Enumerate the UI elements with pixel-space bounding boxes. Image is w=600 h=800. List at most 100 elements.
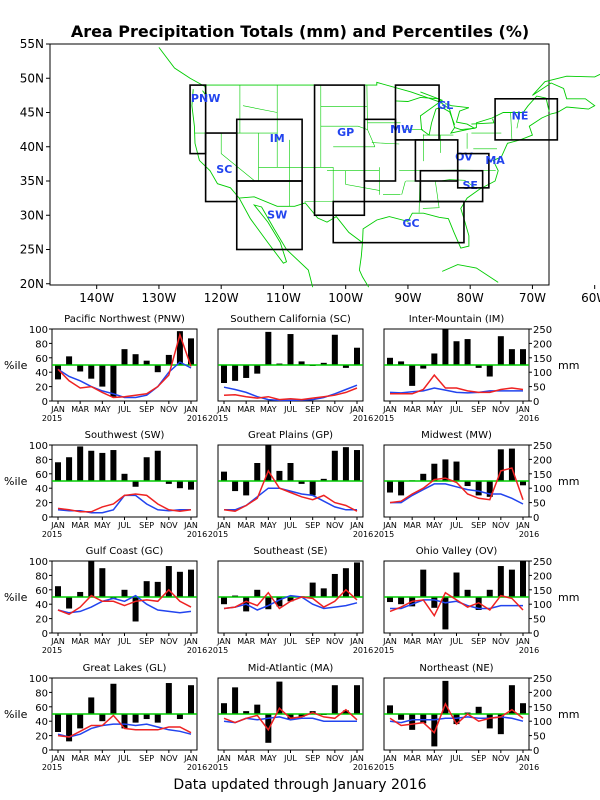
month-tick-label: MAY <box>426 637 443 646</box>
month-tick-label: SEP <box>471 754 486 763</box>
percentile-bar <box>254 365 261 374</box>
coastline <box>445 103 476 131</box>
month-tick-label: MAR <box>71 521 89 530</box>
percentile-bar <box>143 360 150 365</box>
chart-title: Great Lakes (GL) <box>83 663 167 674</box>
lat-tick-label: 35N <box>20 174 44 188</box>
percentile-bar <box>453 572 460 597</box>
percentile-bar <box>165 683 172 714</box>
percentile-bar <box>77 365 84 372</box>
percentile-bar <box>331 450 338 481</box>
percentile-bar <box>287 597 294 602</box>
percentile-bar <box>508 349 515 365</box>
month-tick-label: MAR <box>237 405 255 414</box>
mm-tick-label: 100 <box>533 368 552 379</box>
pct-tick-label: 0 <box>42 746 48 757</box>
percentile-bar <box>309 582 316 597</box>
state-boundary <box>422 180 440 209</box>
month-tick-label: JAN <box>382 754 397 763</box>
percentile-bar <box>154 365 161 373</box>
percentile-bar <box>320 362 327 365</box>
lon-tick-label: 70W <box>519 291 546 305</box>
percentile-bar <box>276 681 283 714</box>
month-tick-label: SEP <box>471 637 486 646</box>
percentile-bar <box>265 331 272 365</box>
year-start-label: 2015 <box>208 646 228 655</box>
map-frame <box>49 43 550 286</box>
month-tick-label: MAY <box>94 521 111 530</box>
percentile-bar <box>442 459 449 481</box>
pct-tick-label: 20 <box>35 615 48 626</box>
month-tick-label: MAR <box>237 637 255 646</box>
region-label-sc: SC <box>216 163 232 176</box>
percentile-bar <box>298 714 305 717</box>
percentile-bar <box>66 714 73 742</box>
percentile-bar <box>88 697 95 714</box>
mm-tick-label: 0 <box>533 397 539 408</box>
chart-title: Northeast (NE) <box>419 663 493 674</box>
month-tick-label: JUL <box>283 754 297 763</box>
year-end-label: 2016 <box>519 414 539 423</box>
month-tick-label: MAY <box>426 405 443 414</box>
pct-tick-label: 40 <box>35 600 48 611</box>
chart-great-plains-gp: Great Plains (GP)JAN MAR MAY JUL SEP NOV JAN20… <box>208 430 373 539</box>
year-start-label: 2015 <box>374 414 394 423</box>
year-end-label: 2016 <box>187 530 207 539</box>
percentile-bar <box>254 704 261 714</box>
mm-axis-label: mm <box>558 359 579 372</box>
pct-axis-label: %ile <box>4 359 28 372</box>
month-tick-label: SEP <box>139 754 154 763</box>
chart-title: Gulf Coast (GC) <box>86 546 164 557</box>
month-tick-label: SEP <box>305 754 320 763</box>
month-tick-label: JUL <box>449 521 463 530</box>
percentile-bar <box>464 339 471 365</box>
region-label-se: SE <box>462 179 477 192</box>
percentile-bar <box>265 597 272 610</box>
chart-title: Ohio Valley (OV) <box>416 546 498 557</box>
percentile-bar <box>265 445 272 481</box>
percentile-bar <box>331 685 338 714</box>
percentile-bar <box>110 683 117 714</box>
percentile-bar <box>475 365 482 368</box>
percentile-bar <box>243 711 250 714</box>
percentile-bar <box>453 461 460 481</box>
mm-tick-label: 150 <box>533 354 552 365</box>
percentile-bar <box>165 354 172 365</box>
lon-tick-label: 110W <box>266 291 301 305</box>
month-tick-label: JAN <box>382 405 397 414</box>
percentile-bar <box>232 481 239 492</box>
percentile-bar <box>342 447 349 481</box>
percentile-bar <box>154 581 161 597</box>
lat-tick-label: 20N <box>20 277 44 291</box>
percentile-bar <box>354 347 360 365</box>
month-tick-label: JAN <box>515 754 530 763</box>
pct-tick-label: 20 <box>35 499 48 510</box>
month-tick-label: JUL <box>283 521 297 530</box>
normal-precip-line <box>223 384 358 402</box>
region-box-gc <box>332 200 465 244</box>
chart-title: Mid-Atlantic (MA) <box>248 663 334 674</box>
year-end-label: 2016 <box>353 646 373 655</box>
lon-tick-label: 90W <box>394 291 421 305</box>
pct-tick-label: 60 <box>35 586 48 597</box>
mm-tick-label: 100 <box>533 600 552 611</box>
percentile-bar <box>309 481 316 496</box>
pct-axis-label: %ile <box>4 475 28 488</box>
pct-tick-label: 20 <box>35 732 48 743</box>
lat-tick-label: 40N <box>20 140 44 154</box>
percentile-bar <box>409 365 416 386</box>
mm-tick-label: 250 <box>533 441 552 452</box>
percentile-bar <box>486 365 493 377</box>
pct-tick-label: 40 <box>35 484 48 495</box>
chart-ohio-valley-ov: Ohio Valley (OV)JAN MAR MAY JUL SEP NOV JAN201… <box>374 546 580 655</box>
mm-tick-label: 250 <box>533 674 552 685</box>
percentile-bar <box>508 685 515 714</box>
data-update-footer: Data updated through January 2016 <box>173 777 426 793</box>
percentile-bar <box>99 365 106 387</box>
percentile-bar <box>176 714 183 720</box>
coastline <box>471 118 495 125</box>
percentile-bar <box>387 705 393 714</box>
normal-precip-line <box>57 361 192 399</box>
